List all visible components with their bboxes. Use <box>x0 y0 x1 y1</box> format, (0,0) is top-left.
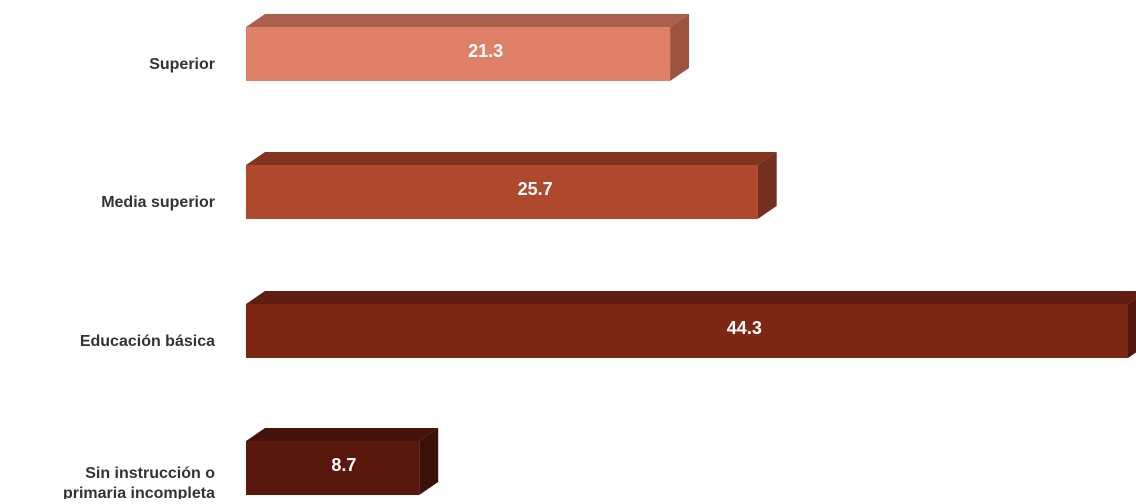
bar-top-face <box>246 428 439 441</box>
category-label-line: Superior <box>149 56 215 73</box>
bar-value-label: 44.3 <box>727 318 762 338</box>
bar-2: 25.7 <box>246 152 777 219</box>
category-label-line: primaria incompleta <box>63 485 215 499</box>
bar-front-face <box>246 441 420 495</box>
bar-value-label: 21.3 <box>468 41 503 61</box>
bar-3: 44.3 <box>246 291 1136 358</box>
bar-side-face <box>670 14 690 81</box>
bar-top-face <box>246 152 777 165</box>
bar-4: 8.7 <box>246 428 439 495</box>
bar-value-label: 25.7 <box>518 179 553 199</box>
category-label: Sin instrucción o primaria incompleta <box>63 465 215 499</box>
bar-side-face <box>419 428 439 495</box>
category-label: Media superior <box>101 194 215 211</box>
bar-value-label: 8.7 <box>331 455 356 475</box>
category-label: Educación básica <box>80 333 215 350</box>
category-label-line: Media superior <box>101 194 215 211</box>
category-label-line: Educación básica <box>80 333 215 350</box>
bar-side-face <box>757 152 777 219</box>
bar-side-face <box>1128 298 1136 358</box>
category-label-line: Sin instrucción o <box>85 465 215 482</box>
bar-front-face <box>246 165 758 219</box>
bar-top-face <box>246 14 690 27</box>
bar-1: 21.3 <box>246 14 690 81</box>
bar-top-face <box>246 291 1136 304</box>
category-label: Superior <box>149 56 215 73</box>
bar-front-face <box>246 304 1128 358</box>
bar-front-face <box>246 27 671 81</box>
